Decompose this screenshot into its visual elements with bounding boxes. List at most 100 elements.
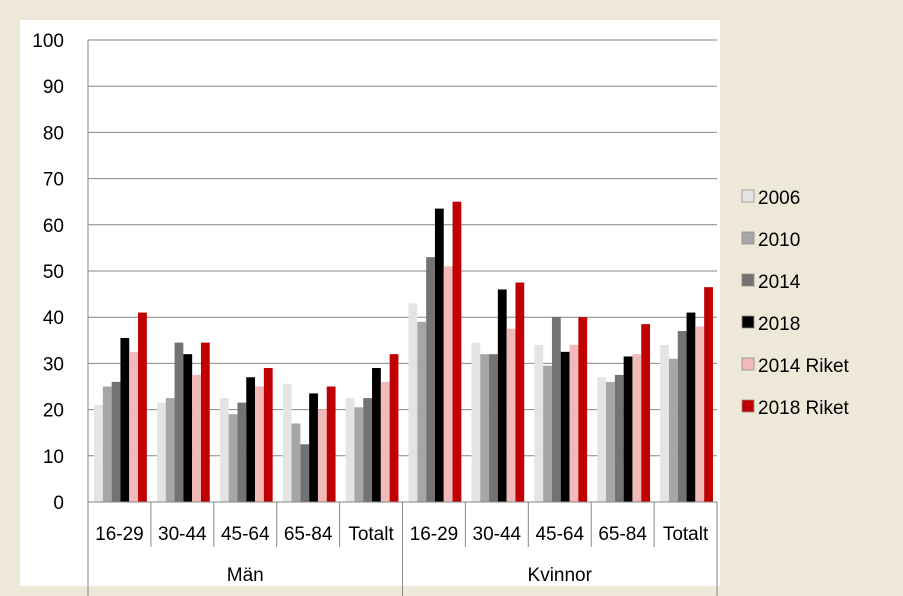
bar xyxy=(309,393,318,502)
y-tick-label: 70 xyxy=(43,170,64,191)
bar xyxy=(695,326,705,502)
x-group-label: Kvinnor xyxy=(528,565,593,586)
x-tick-label: Totalt xyxy=(663,524,709,545)
bar xyxy=(443,266,453,502)
legend-label: 2018 xyxy=(758,314,800,335)
y-tick-label: 80 xyxy=(43,123,64,144)
bar xyxy=(704,287,713,502)
bar xyxy=(345,398,355,502)
bar xyxy=(578,317,588,502)
y-tick-label: 20 xyxy=(43,401,64,422)
y-tick-label: 10 xyxy=(43,447,64,468)
bar xyxy=(551,317,561,502)
bar xyxy=(543,365,552,502)
x-tick-label: Totalt xyxy=(348,524,394,545)
bar xyxy=(506,328,516,502)
bar xyxy=(480,354,490,502)
bar xyxy=(282,384,292,502)
bar xyxy=(434,208,444,502)
bar xyxy=(263,368,273,502)
bar xyxy=(200,342,210,502)
bar xyxy=(408,303,418,502)
legend: 2006 2010 2014 2018 2014 Riket 2018 Riket xyxy=(741,188,850,419)
bar xyxy=(291,423,301,502)
gridlines xyxy=(88,39,717,457)
bar xyxy=(686,312,696,502)
bar xyxy=(300,444,310,502)
y-tick-label: 50 xyxy=(43,262,64,283)
x-tick-label: 30-44 xyxy=(158,524,207,545)
legend-swatch xyxy=(741,399,755,413)
bar xyxy=(471,342,481,502)
bar xyxy=(111,381,121,502)
legend-label: 2006 xyxy=(758,188,800,209)
legend-label: 2010 xyxy=(758,230,800,251)
bar xyxy=(614,374,624,502)
x-group-label: Män xyxy=(227,565,264,586)
bar xyxy=(255,386,264,502)
bar xyxy=(560,351,570,502)
x-tick-label: 65-84 xyxy=(284,524,333,545)
bar xyxy=(677,331,687,502)
y-tick-label: 60 xyxy=(43,216,64,237)
bar xyxy=(363,398,373,502)
x-tick-label: 16-29 xyxy=(95,524,144,545)
bar xyxy=(102,386,112,502)
bar xyxy=(183,354,193,502)
bar xyxy=(120,337,130,502)
bar xyxy=(228,414,238,502)
bar xyxy=(569,344,579,502)
x-tick-label: 45-64 xyxy=(535,524,584,545)
bar xyxy=(452,201,462,502)
axes: 0 10 20 30 40 50 60 70 80 90 100 16-29 30-44 45-64 65-… xyxy=(32,31,718,596)
bar xyxy=(668,358,678,502)
bar xyxy=(138,312,147,502)
bar xyxy=(515,282,525,502)
bar xyxy=(174,342,184,502)
legend-label: 2018 Riket xyxy=(758,398,850,419)
bar xyxy=(129,351,139,502)
bar xyxy=(354,407,364,502)
bar xyxy=(632,354,642,502)
bar xyxy=(317,409,327,502)
bar xyxy=(417,321,427,502)
bar xyxy=(489,354,498,502)
y-tick-label: 0 xyxy=(53,493,64,514)
bar xyxy=(372,368,381,502)
x-tick-label: 45-64 xyxy=(221,524,270,545)
bar xyxy=(497,289,507,502)
y-tick-label: 90 xyxy=(43,77,64,98)
bar xyxy=(237,402,247,502)
bars xyxy=(94,201,713,502)
bar xyxy=(156,402,166,502)
bar xyxy=(606,381,615,502)
chart-title xyxy=(0,0,903,12)
bar xyxy=(165,398,175,502)
bar xyxy=(623,356,633,502)
legend-swatch xyxy=(741,189,755,203)
bar xyxy=(660,344,669,502)
legend-swatch xyxy=(741,231,755,245)
bar xyxy=(326,386,336,502)
bar xyxy=(597,377,607,502)
y-tick-label: 30 xyxy=(43,354,64,375)
bar xyxy=(641,324,651,502)
y-tick-label: 40 xyxy=(43,308,64,329)
legend-swatch xyxy=(741,315,755,329)
bar xyxy=(192,374,201,502)
x-tick-label: 65-84 xyxy=(598,524,647,545)
y-tick-label: 100 xyxy=(32,31,64,52)
bar xyxy=(246,377,256,502)
legend-swatch xyxy=(741,273,755,287)
legend-label: 2014 xyxy=(758,272,801,293)
bar xyxy=(534,344,544,502)
bar xyxy=(380,381,390,502)
legend-label: 2014 Riket xyxy=(758,356,850,377)
bar xyxy=(389,354,399,502)
bar xyxy=(426,257,435,502)
legend-swatch xyxy=(741,357,755,371)
bar xyxy=(94,404,103,502)
x-tick-label: 16-29 xyxy=(410,524,459,545)
x-tick-label: 30-44 xyxy=(473,524,522,545)
